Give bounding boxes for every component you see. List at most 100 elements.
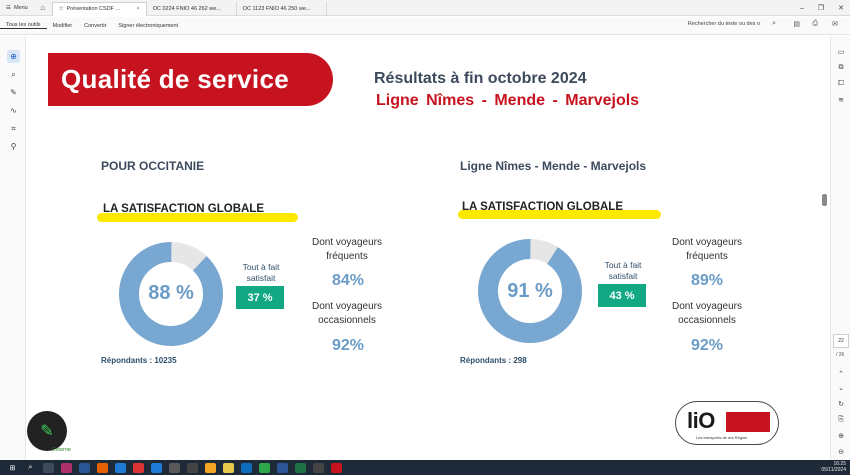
browser-tab-bar: ☰ Menu ⌂ ☆ Présentation CSDF ... × OC 02… [0, 0, 850, 16]
mail-icon[interactable]: ✉ [832, 21, 838, 28]
search-icon[interactable]: ⌕ [772, 20, 776, 27]
clock-time: 16:25 [833, 461, 846, 467]
left-tool-rail: ⊕ ⌕ ✎ ∿ ⌗ ⚲ [0, 36, 26, 460]
menu-label: Menu [13, 4, 28, 11]
close-window-icon[interactable]: ✕ [838, 5, 844, 12]
draw-tool-icon[interactable]: ∿ [10, 106, 17, 115]
left-satisfaction-donut [119, 242, 223, 346]
star-icon: ☆ [58, 6, 64, 12]
restore-icon[interactable]: ❐ [817, 5, 825, 12]
zoom-out-icon[interactable]: ⊖ [838, 449, 844, 456]
tool-convert[interactable]: Convertir [84, 22, 107, 29]
app-icon[interactable] [259, 462, 270, 473]
comment-icon[interactable]: ▭ [837, 49, 845, 56]
layers-icon[interactable]: ≋ [838, 97, 844, 104]
tab-oc-0224[interactable]: OC 0224 FNIO 46 262 we... [147, 1, 237, 16]
tool-edit[interactable]: Modifier [52, 22, 73, 29]
bookmark-icon[interactable]: ⧠ [838, 80, 844, 87]
left-occasional-label: Dont voyageurs occasionnels [311, 301, 383, 326]
print-icon[interactable]: ⎙ [812, 20, 818, 27]
tab-label: Présentation CSDF ... [66, 6, 121, 12]
right-frequent-value: 89% [690, 272, 724, 289]
left-global-value: 88 % [148, 282, 194, 304]
search-input[interactable]: Rechercher du texte ou des o [687, 21, 760, 27]
excel-icon[interactable] [295, 462, 306, 473]
left-occasional-value: 92% [331, 337, 365, 354]
page-number-field[interactable]: 22 [833, 334, 849, 348]
left-ok-label: Tout à fait satisfait [242, 262, 280, 283]
tool-esign[interactable]: Signer électroniquement [118, 22, 179, 29]
left-ok-badge: 37 % [236, 286, 284, 309]
title-banner: Qualité de service [48, 53, 333, 106]
os-taskbar: ⊞ ⌕ 16:25 05/11/2024 [0, 460, 850, 475]
copy-icon[interactable]: ⧉ [838, 64, 844, 71]
edit-fab-button[interactable]: ✎ [27, 411, 67, 451]
right-tool-rail: ▭ ⧉ ⧠ ≋ 22 / 26 ⌃ ⌄ ↻ ⎘ ⊕ ⊖ [830, 36, 850, 460]
edge-icon[interactable] [115, 462, 126, 473]
zoom-in-icon[interactable]: ⊕ [838, 433, 844, 440]
folder-icon[interactable] [223, 462, 234, 473]
slide-title: Qualité de service [61, 64, 289, 94]
app-icon[interactable] [313, 462, 324, 473]
line-title: Ligne Nîmes - Mende - Marvejols [376, 92, 640, 109]
tab-label: OC 1123 FNIO 46 250 we... [242, 5, 311, 12]
page-up-icon[interactable]: ⌃ [838, 371, 844, 378]
outlook-icon[interactable] [241, 462, 252, 473]
right-satisfaction-label: LA SATISFACTION GLOBALE [462, 201, 623, 213]
scrollbar[interactable] [820, 36, 830, 460]
app-icon[interactable] [61, 462, 72, 473]
highlight-bar [97, 213, 298, 222]
left-satisfaction-label: LA SATISFACTION GLOBALE [103, 203, 264, 215]
window-controls: – ❐ ✕ [800, 0, 844, 16]
edge-icon[interactable] [151, 462, 162, 473]
left-respondents: Répondants : 10235 [101, 356, 177, 365]
acrobat-icon[interactable] [331, 462, 342, 473]
app-icon[interactable] [79, 462, 90, 473]
logo-tagline: Les transports de ma Région [696, 435, 748, 440]
chrome-icon[interactable] [133, 462, 144, 473]
page-total: / 26 [836, 352, 845, 358]
close-tab-icon[interactable]: × [136, 6, 140, 12]
tool-all-tools[interactable]: Tous les outils [0, 22, 47, 29]
lio-logo: liO Les transports de ma Région [675, 401, 779, 445]
page-down-icon[interactable]: ⌄ [838, 385, 844, 392]
text-select-tool-icon[interactable]: ⌗ [11, 123, 16, 133]
app-icon[interactable] [169, 462, 180, 473]
right-respondents: Répondants : 298 [460, 356, 527, 365]
app-icon[interactable] [187, 462, 198, 473]
select-tool-icon[interactable]: ⊕ [7, 50, 20, 63]
butterfly-icon[interactable] [205, 462, 216, 473]
search-icon[interactable]: ⌕ [28, 463, 33, 471]
tab-presentation[interactable]: ☆ Présentation CSDF ... × [51, 1, 147, 16]
zoom-tool-icon[interactable]: ⌕ [11, 69, 16, 79]
right-occasional-label: Dont voyageurs occasionnels [671, 301, 743, 326]
right-ok-badge: 43 % [598, 284, 646, 307]
minimize-icon[interactable]: – [799, 4, 804, 12]
tab-oc-1123[interactable]: OC 1123 FNIO 46 250 we... [237, 1, 327, 16]
start-icon[interactable]: ⊞ [9, 464, 16, 472]
home-icon[interactable]: ⌂ [40, 3, 46, 12]
firefox-icon[interactable] [97, 462, 108, 473]
slide-page: Qualité de service Résultats à fin octob… [48, 44, 801, 458]
region-flag-icon [726, 412, 770, 432]
right-global-value: 91 % [507, 280, 553, 302]
rotate-icon[interactable]: ↻ [838, 401, 844, 408]
attach-icon[interactable]: ▤ [793, 21, 800, 28]
menu-button[interactable]: ☰ Menu [0, 0, 34, 16]
fit-page-icon[interactable]: ⎘ [838, 416, 844, 423]
donut-satisfied-arc [119, 242, 223, 346]
taskbar-clock[interactable]: 16:25 05/11/2024 [821, 461, 846, 474]
stamp-tool-icon[interactable]: ⚲ [10, 142, 17, 151]
right-ok-label: Tout à fait satisfait [604, 260, 642, 281]
scrollbar-thumb[interactable] [822, 194, 827, 206]
left-frequent-label: Dont voyageurs fréquents [311, 237, 383, 262]
logo-brand: liO [687, 408, 715, 433]
hamburger-icon: ☰ [6, 4, 11, 11]
task-view-icon[interactable] [43, 462, 54, 473]
pencil-icon: ✎ [40, 423, 54, 440]
right-occasional-value: 92% [690, 337, 724, 354]
tab-label: OC 0224 FNIO 46 262 we... [152, 5, 221, 12]
word-icon[interactable] [277, 462, 288, 473]
pen-tool-icon[interactable]: ✎ [10, 88, 17, 97]
